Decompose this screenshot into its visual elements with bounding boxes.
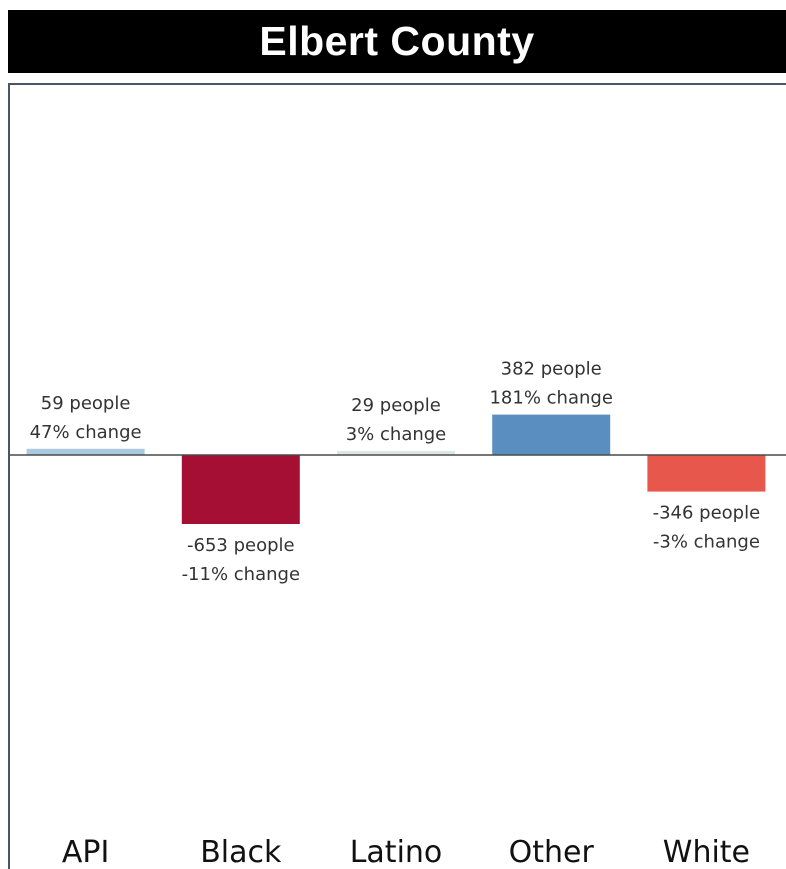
category-label-latino: Latino bbox=[350, 835, 443, 869]
data-label-change-black: -11% change bbox=[182, 564, 300, 585]
data-label-people-other: 382 people bbox=[501, 359, 602, 380]
data-label-change-other: 181% change bbox=[489, 388, 612, 409]
chart-left-border bbox=[8, 83, 10, 869]
bars-layer bbox=[26, 414, 766, 524]
data-label-change-api: 47% change bbox=[30, 422, 142, 443]
data-label-change-latino: 3% change bbox=[346, 424, 447, 445]
chart-title: Elbert County bbox=[8, 10, 786, 73]
data-label-change-white: -3% change bbox=[653, 532, 760, 553]
data-label-people-black: -653 people bbox=[187, 535, 295, 556]
category-label-white: White bbox=[663, 835, 750, 869]
bar-black bbox=[181, 455, 300, 524]
bar-other bbox=[492, 414, 611, 455]
data-label-people-white: -346 people bbox=[653, 503, 761, 524]
bar-api bbox=[26, 448, 145, 455]
chart-top-border bbox=[8, 83, 786, 85]
data-label-people-latino: 29 people bbox=[351, 395, 441, 416]
category-label-other: Other bbox=[509, 835, 595, 869]
categories-layer: API Black Latino Other White bbox=[62, 835, 750, 869]
bar-latino bbox=[337, 451, 455, 455]
data-label-people-api: 59 people bbox=[41, 393, 131, 414]
bar-white bbox=[647, 455, 766, 492]
labels-layer: 59 people 47% change -653 people -11% chang… bbox=[30, 359, 761, 585]
category-label-black: Black bbox=[200, 835, 282, 869]
category-label-api: API bbox=[62, 835, 109, 869]
